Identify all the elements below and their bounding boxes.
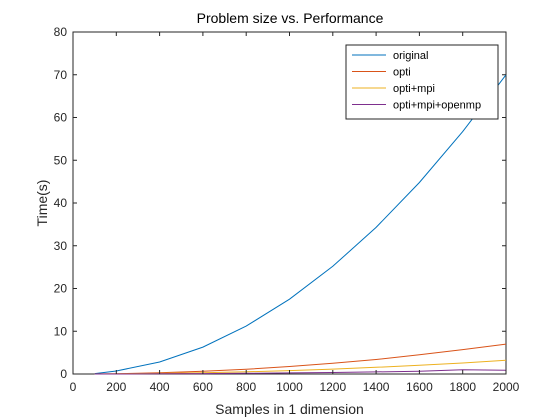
legend-label: original: [393, 50, 428, 62]
y-axis-label: Time(s): [34, 180, 50, 227]
x-tick-label: 1000: [276, 380, 303, 394]
legend-box: [345, 44, 499, 120]
x-tick-label: 600: [193, 380, 213, 394]
chart-title: Problem size vs. Performance: [197, 10, 384, 26]
y-tick-label: 80: [54, 25, 68, 39]
y-tick-label: 40: [54, 196, 68, 210]
x-tick-label: 400: [150, 380, 170, 394]
legend-label: opti+mpi: [393, 83, 435, 95]
x-tick-label: 1600: [406, 380, 433, 394]
series-line-1: [94, 74, 507, 375]
ticks-layer: 0 200 400 600 800 1000 1200 1400 1600 1800 2000 0 10…: [54, 25, 520, 394]
y-tick-label: 70: [54, 68, 68, 82]
y-tick-label: 20: [54, 282, 68, 296]
y-tick-label: 10: [54, 324, 68, 338]
legend-label: opti: [393, 67, 411, 79]
x-tick-label: 800: [236, 380, 256, 394]
y-tick-label: 50: [54, 153, 68, 167]
y-tick-label: 60: [54, 111, 68, 125]
x-tick-label: 1200: [319, 380, 346, 394]
x-tick-label: 1400: [363, 380, 390, 394]
x-tick-label: 2000: [493, 380, 520, 394]
x-axis-label: Samples in 1 dimension: [215, 401, 364, 417]
legend-label: opti+mpi+openmp: [393, 100, 481, 112]
y-tick-label: 30: [54, 239, 68, 253]
y-tick-label: 0: [60, 367, 67, 381]
x-tick-label: 1800: [449, 380, 476, 394]
x-tick-label: 0: [70, 380, 77, 394]
legend: original opti opti+mpi opti+mpi+openmp: [345, 44, 499, 120]
x-tick-label: 200: [106, 380, 126, 394]
